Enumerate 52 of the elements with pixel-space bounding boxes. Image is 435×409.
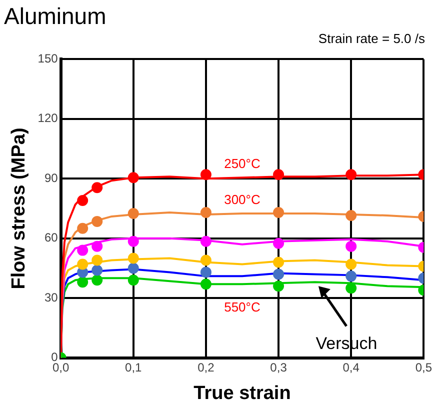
point bbox=[92, 254, 103, 266]
point bbox=[128, 236, 139, 247]
series-label: 300°C bbox=[224, 192, 260, 208]
x-tick-label: 0,4 bbox=[342, 360, 360, 374]
point bbox=[200, 254, 212, 266]
series-label: 250°C bbox=[224, 156, 260, 172]
chart-subtitle: Strain rate = 5.0 /s bbox=[318, 30, 426, 46]
point bbox=[273, 280, 284, 292]
point bbox=[273, 256, 284, 268]
y-tick-label: 30 bbox=[44, 290, 58, 304]
series-label: 550°C bbox=[224, 300, 260, 315]
point bbox=[128, 262, 139, 274]
point bbox=[128, 208, 139, 219]
y-tick-label: 150 bbox=[38, 52, 58, 66]
x-tick-label: 0,2 bbox=[198, 360, 215, 374]
point bbox=[346, 240, 357, 252]
point bbox=[77, 195, 88, 206]
point bbox=[346, 258, 357, 270]
point bbox=[200, 278, 212, 290]
point bbox=[128, 274, 139, 286]
point bbox=[92, 274, 103, 286]
point bbox=[273, 169, 284, 180]
point bbox=[77, 244, 88, 256]
point bbox=[200, 169, 212, 180]
point bbox=[92, 264, 103, 276]
point bbox=[92, 182, 103, 194]
point bbox=[128, 172, 139, 184]
chart-title: Aluminum bbox=[4, 3, 106, 30]
y-axis-title: Flow stress (MPa) bbox=[8, 128, 30, 290]
point bbox=[92, 216, 103, 227]
x-tick-label: 0,1 bbox=[125, 360, 142, 374]
x-tick-label: 0,3 bbox=[270, 360, 288, 374]
point bbox=[346, 282, 357, 294]
point bbox=[200, 236, 212, 247]
point bbox=[346, 169, 357, 180]
y-tick-label: 120 bbox=[38, 111, 58, 126]
point bbox=[77, 258, 88, 270]
point bbox=[273, 268, 284, 280]
point bbox=[200, 266, 212, 278]
y-tick-label: 90 bbox=[44, 170, 58, 185]
y-tick-label: 60 bbox=[44, 230, 58, 245]
point bbox=[92, 240, 103, 252]
x-tick-label: 0,5 bbox=[415, 360, 432, 374]
point bbox=[273, 206, 284, 218]
point bbox=[346, 270, 357, 282]
point bbox=[77, 276, 88, 288]
point bbox=[128, 252, 139, 264]
x-axis-title: True strain bbox=[194, 382, 291, 404]
point bbox=[346, 210, 357, 221]
point bbox=[77, 222, 88, 234]
point bbox=[200, 206, 212, 218]
point bbox=[273, 238, 284, 249]
